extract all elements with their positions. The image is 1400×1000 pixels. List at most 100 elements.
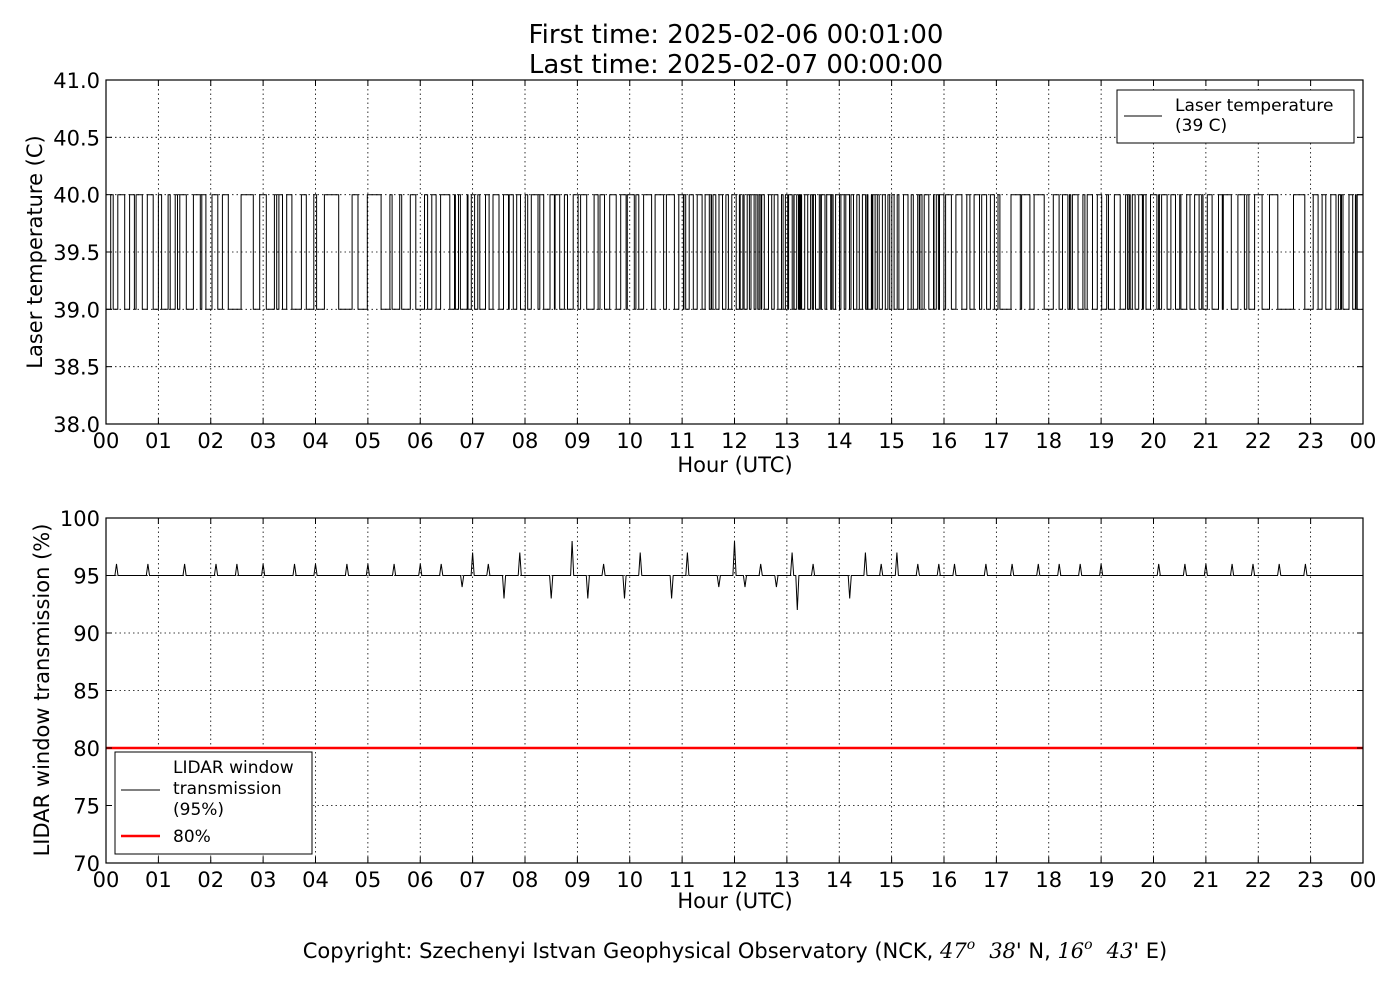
x-tick-label: 11 [669, 868, 696, 892]
x-tick-label: 09 [564, 868, 591, 892]
x-tick-label: 21 [1193, 429, 1220, 453]
x-tick-label: 04 [302, 429, 329, 453]
x-tick-label: 00 [1350, 868, 1377, 892]
x-tick-label: 06 [407, 868, 434, 892]
x-tick-label: 07 [459, 429, 486, 453]
bottom-legend-label-line1: LIDAR window [173, 758, 294, 778]
bottom-y-ticks: 70 75 80 85 90 95 100 [60, 507, 1363, 876]
bottom-legend-label-line3: (95%) [173, 800, 224, 820]
top-x-axis-label: Hour (UTC) [677, 453, 792, 477]
y-tick-label: 40.0 [53, 184, 100, 208]
x-tick-label: 18 [1035, 868, 1062, 892]
top-x-ticks: 00 01 02 03 04 05 06 07 08 09 10 11 12 13 14 15 16 17 18 19… [93, 80, 1377, 453]
lidar-transmission-panel: 00 01 02 03 04 05 06 07 08 09 10 11 12 13 14 15 16 17 18 19… [30, 507, 1376, 913]
latitude-minutes: 38 [989, 939, 1016, 963]
x-tick-label: 06 [407, 429, 434, 453]
y-tick-label: 85 [73, 680, 100, 704]
x-tick-label: 13 [774, 868, 801, 892]
y-tick-label: 38.0 [53, 413, 100, 437]
y-tick-label: 39.5 [53, 241, 100, 265]
bottom-legend-threshold-label: 80% [173, 827, 211, 847]
bottom-grid [105, 517, 1364, 864]
x-tick-label: 17 [983, 868, 1010, 892]
y-tick-label: 39.0 [53, 298, 100, 322]
top-legend-label-line1: Laser temperature [1175, 96, 1333, 116]
x-tick-label: 00 [1350, 429, 1377, 453]
bottom-x-ticks: 00 01 02 03 04 05 06 07 08 09 10 11 12 13 14 15 16 17 18 19… [93, 518, 1377, 892]
x-tick-label: 02 [197, 868, 224, 892]
x-tick-label: 17 [983, 429, 1010, 453]
top-legend-label-line2: (39 C) [1175, 116, 1227, 136]
laser-temperature-line [106, 194, 1363, 310]
x-tick-label: 12 [721, 868, 748, 892]
x-tick-label: 00 [93, 429, 120, 453]
x-tick-label: 01 [145, 868, 172, 892]
lidar-transmission-line [106, 540, 1363, 611]
top-y-axis-label: Laser temperature (C) [23, 135, 47, 368]
lidar-transmission-series [106, 540, 1363, 611]
chart-title-line1: First time: 2025-02-06 00:01:00 [529, 20, 944, 50]
copyright-text: Copyright: Szechenyi Istvan Geophysical … [303, 937, 1168, 963]
y-tick-label: 75 [73, 795, 100, 819]
laser-temperature-series [106, 194, 1363, 310]
longitude-suffix: ' E) [1133, 939, 1167, 963]
x-tick-label: 10 [616, 429, 643, 453]
latitude-degree-symbol: o [967, 937, 975, 953]
x-tick-label: 20 [1140, 868, 1167, 892]
x-tick-label: 07 [459, 868, 486, 892]
x-tick-label: 12 [721, 429, 748, 453]
x-tick-label: 04 [302, 868, 329, 892]
x-tick-label: 03 [250, 868, 277, 892]
x-tick-label: 10 [616, 868, 643, 892]
bottom-legend: LIDAR window transmission (95%) 80% [114, 751, 313, 855]
y-tick-label: 41.0 [53, 69, 100, 93]
x-tick-label: 18 [1035, 429, 1062, 453]
longitude-minutes: 43 [1106, 939, 1134, 963]
x-tick-label: 19 [1088, 868, 1115, 892]
y-tick-label: 95 [73, 565, 100, 589]
x-tick-label: 19 [1088, 429, 1115, 453]
x-tick-label: 23 [1297, 868, 1324, 892]
x-tick-label: 14 [826, 868, 853, 892]
y-tick-label: 80 [73, 737, 100, 761]
longitude-degree-symbol: o [1084, 937, 1092, 953]
top-y-ticks: 38.0 38.5 39.0 39.5 40.0 40.5 41.0 [53, 69, 1363, 437]
x-tick-label: 11 [669, 429, 696, 453]
bottom-x-axis-label: Hour (UTC) [677, 889, 792, 913]
x-tick-label: 05 [355, 868, 382, 892]
x-tick-label: 01 [145, 429, 172, 453]
chart-title-line2: Last time: 2025-02-07 00:00:00 [529, 50, 943, 80]
x-tick-label: 22 [1245, 868, 1272, 892]
x-tick-label: 15 [878, 429, 905, 453]
y-tick-label: 38.5 [53, 356, 100, 380]
x-tick-label: 15 [878, 868, 905, 892]
x-tick-label: 23 [1297, 429, 1324, 453]
x-tick-label: 05 [355, 429, 382, 453]
y-tick-label: 90 [73, 622, 100, 646]
bottom-y-axis-label: LIDAR window transmission (%) [30, 524, 54, 857]
x-tick-label: 02 [197, 429, 224, 453]
x-tick-label: 16 [931, 868, 958, 892]
x-tick-label: 00 [93, 868, 120, 892]
y-tick-label: 40.5 [53, 126, 100, 150]
latitude-degrees: 47 [939, 939, 967, 963]
top-legend: Laser temperature (39 C) [1116, 89, 1355, 144]
x-tick-label: 22 [1245, 429, 1272, 453]
x-tick-label: 08 [512, 429, 539, 453]
laser-temperature-panel: 00 01 02 03 04 05 06 07 08 09 10 11 12 13 14 15 16 17 18 19… [23, 69, 1376, 477]
x-tick-label: 14 [826, 429, 853, 453]
y-tick-label: 70 [73, 852, 100, 876]
x-tick-label: 09 [564, 429, 591, 453]
y-tick-label: 100 [60, 507, 100, 531]
x-tick-label: 21 [1193, 868, 1220, 892]
copyright-prefix: Copyright: Szechenyi Istvan Geophysical … [303, 939, 940, 963]
x-tick-label: 13 [774, 429, 801, 453]
x-tick-label: 03 [250, 429, 277, 453]
longitude-degrees: 16 [1057, 939, 1084, 963]
x-tick-label: 08 [512, 868, 539, 892]
bottom-legend-label-line2: transmission [173, 779, 282, 799]
x-tick-label: 20 [1140, 429, 1167, 453]
x-tick-label: 16 [931, 429, 958, 453]
latitude-suffix: ' N, [1016, 939, 1058, 963]
